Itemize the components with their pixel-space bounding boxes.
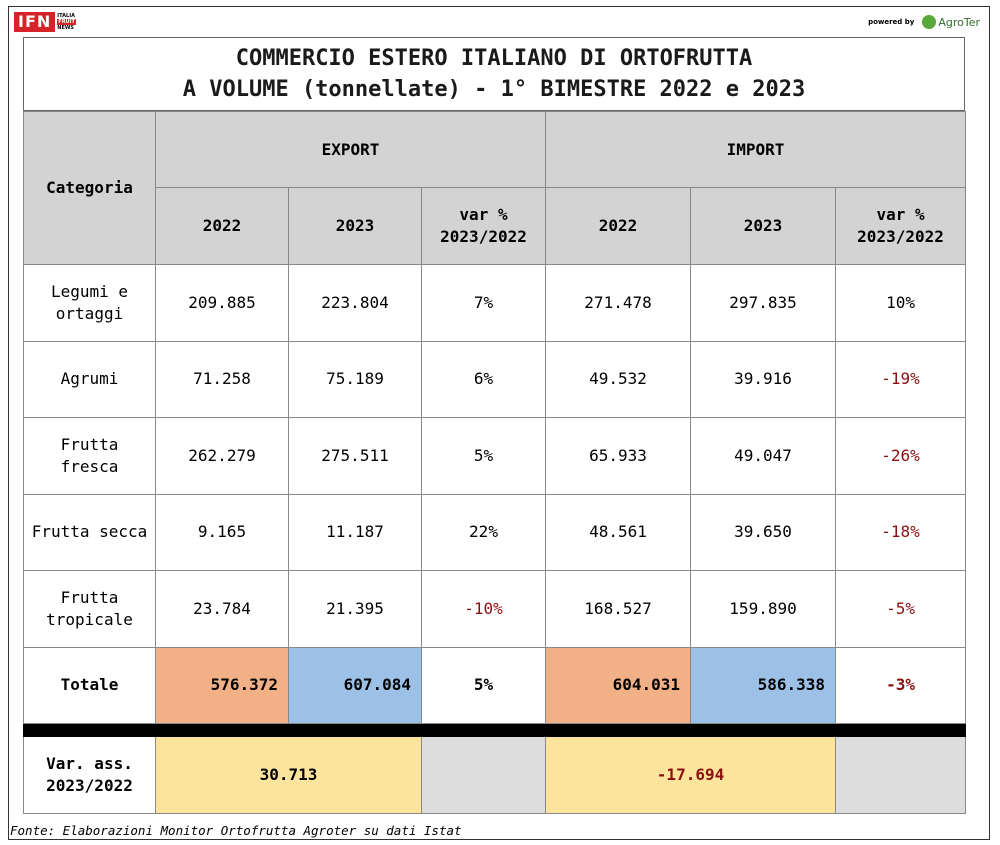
export-2022-cell: 71.258 bbox=[155, 340, 289, 418]
var-ass-export-empty bbox=[420, 736, 547, 814]
export-var-cell: -10% bbox=[420, 570, 547, 648]
import-var-cell: -5% bbox=[835, 570, 967, 648]
title-line-1: COMMERCIO ESTERO ITALIANO DI ORTOFRUTTA bbox=[235, 46, 753, 71]
import-var-cell: -26% bbox=[835, 417, 967, 495]
agroter-logo: powered by AgroTer bbox=[868, 12, 980, 32]
import-var-cell: -18% bbox=[835, 493, 967, 571]
export-var-cell: 6% bbox=[420, 340, 547, 418]
source-note: Fonte: Elaborazioni Monitor Ortofrutta A… bbox=[10, 823, 462, 838]
import-2023-cell: 49.047 bbox=[690, 417, 837, 495]
total-import-2023: 586.338 bbox=[690, 646, 837, 724]
table-row: Agrumi 71.258 75.189 6% 49.532 39.916 -19% bbox=[23, 340, 967, 418]
chart-title: COMMERCIO ESTERO ITALIANO DI ORTOFRUTTA … bbox=[23, 37, 965, 111]
export-2022-cell: 9.165 bbox=[155, 493, 289, 571]
var-ass-label: Var. ass. 2023/2022 bbox=[23, 736, 156, 814]
table-row: Frutta tropicale 23.784 21.395 -10% 168.527 1… bbox=[23, 570, 967, 648]
total-label: Totale bbox=[23, 646, 156, 724]
export-var-cell: 22% bbox=[420, 493, 547, 571]
header-export-var: var % 2023/2022 bbox=[420, 187, 547, 265]
row-category-label: Frutta tropicale bbox=[23, 570, 156, 648]
ifn-sub-3: NEWS bbox=[57, 25, 74, 31]
agroter-name: AgroTer bbox=[938, 15, 980, 29]
header-export-2022: 2022 bbox=[155, 187, 289, 265]
header-export: EXPORT bbox=[154, 111, 547, 188]
table-row: Frutta secca 9.165 11.187 22% 48.561 39.650 -1… bbox=[23, 493, 967, 571]
total-export-2023: 607.084 bbox=[288, 646, 422, 724]
export-var-cell: 7% bbox=[420, 264, 547, 342]
import-2022-cell: 271.478 bbox=[545, 264, 692, 342]
powered-by-label: powered by bbox=[868, 18, 915, 26]
import-2023-cell: 297.835 bbox=[690, 264, 837, 342]
export-2023-cell: 275.511 bbox=[288, 417, 422, 495]
import-var-cell: 10% bbox=[835, 264, 967, 342]
var-ass-import: -17.694 bbox=[545, 736, 837, 814]
ifn-logo-mark: IFN bbox=[14, 12, 56, 32]
total-import-var: -3% bbox=[835, 646, 967, 724]
table-body: Legumi e ortaggi 209.885 223.804 7% 271.478 2… bbox=[23, 264, 967, 648]
separator-bar bbox=[22, 723, 967, 737]
export-2022-cell: 23.784 bbox=[155, 570, 289, 648]
row-category-label: Frutta secca bbox=[23, 493, 156, 571]
import-var-cell: -19% bbox=[835, 340, 967, 418]
total-export-2022: 576.372 bbox=[155, 646, 289, 724]
var-ass-import-empty bbox=[835, 736, 967, 814]
ifn-sub-1: ITALIA bbox=[57, 13, 75, 19]
export-var-cell: 5% bbox=[420, 417, 547, 495]
total-import-2022: 604.031 bbox=[545, 646, 692, 724]
export-2023-cell: 11.187 bbox=[288, 493, 422, 571]
export-2023-cell: 223.804 bbox=[288, 264, 422, 342]
export-2022-cell: 209.885 bbox=[155, 264, 289, 342]
export-2022-cell: 262.279 bbox=[155, 417, 289, 495]
import-2022-cell: 168.527 bbox=[545, 570, 692, 648]
export-2023-cell: 21.395 bbox=[288, 570, 422, 648]
total-row: Totale 576.372 607.084 5% 604.031 586.33… bbox=[23, 646, 967, 724]
import-2023-cell: 39.916 bbox=[690, 340, 837, 418]
row-category-label: Legumi e ortaggi bbox=[23, 264, 156, 342]
header-import-2022: 2022 bbox=[545, 187, 692, 265]
header-import-2023: 2023 bbox=[690, 187, 837, 265]
total-export-var: 5% bbox=[420, 646, 547, 724]
table-row: Legumi e ortaggi 209.885 223.804 7% 271.478 2… bbox=[23, 264, 967, 342]
import-2023-cell: 159.890 bbox=[690, 570, 837, 648]
header-import: IMPORT bbox=[545, 111, 967, 188]
var-ass-export: 30.713 bbox=[155, 736, 422, 814]
title-line-2: A VOLUME (tonnellate) - 1° BIMESTRE 2022… bbox=[182, 77, 806, 102]
export-2023-cell: 75.189 bbox=[288, 340, 422, 418]
agroter-leaf-icon bbox=[922, 15, 937, 29]
import-2022-cell: 49.532 bbox=[545, 340, 692, 418]
import-2023-cell: 39.650 bbox=[690, 493, 837, 571]
header-export-2023: 2023 bbox=[288, 187, 422, 265]
ifn-sub-2: FRUIT bbox=[57, 19, 76, 25]
row-category-label: Frutta fresca bbox=[23, 417, 156, 495]
header-categoria: Categoria bbox=[23, 111, 156, 265]
figure-frame bbox=[8, 6, 990, 840]
import-2022-cell: 48.561 bbox=[545, 493, 692, 571]
import-2022-cell: 65.933 bbox=[545, 417, 692, 495]
trade-table: Categoria EXPORT IMPORT 2022 2023 var % … bbox=[22, 111, 967, 814]
ifn-logo-subtitle: ITALIA FRUIT NEWS bbox=[57, 13, 76, 31]
ifn-logo: IFN ITALIA FRUIT NEWS bbox=[14, 12, 76, 32]
header-import-var: var % 2023/2022 bbox=[835, 187, 967, 265]
row-category-label: Agrumi bbox=[23, 340, 156, 418]
table-row: Frutta fresca 262.279 275.511 5% 65.933 49.04… bbox=[23, 417, 967, 495]
var-ass-row: Var. ass. 2023/2022 30.713 -17.694 bbox=[23, 736, 967, 814]
